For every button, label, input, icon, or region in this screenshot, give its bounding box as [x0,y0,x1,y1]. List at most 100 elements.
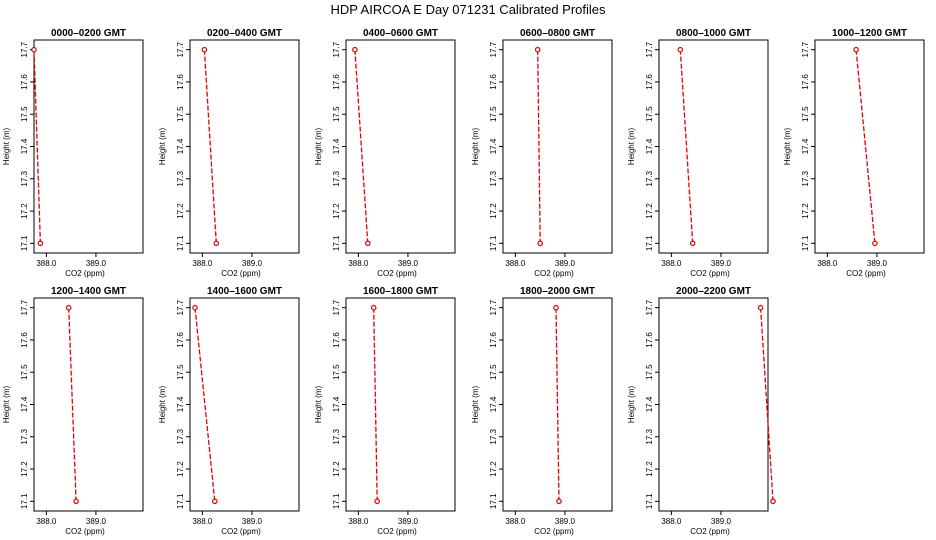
data-point [192,304,198,311]
x-tick-label: 388.0 [192,517,213,526]
x-tick-label: 389.0 [867,259,888,268]
panel-title: 0600–0800 GMT [520,28,595,39]
y-tick-label: 17.6 [801,74,810,90]
y-tick-label: 17.4 [332,396,341,412]
y-axis-label: Height (m) [2,385,11,423]
y-tick-label: 17.1 [332,493,341,509]
y-tick-label: 17.7 [332,299,341,315]
y-tick-label: 17.6 [645,332,654,348]
x-tick-label: 388.0 [505,517,526,526]
y-tick-label: 17.5 [332,106,341,122]
x-axis-label: CO2 (ppm) [377,269,417,278]
y-tick-label: 17.1 [645,235,654,251]
y-tick-label: 17.1 [489,235,498,251]
figure-title: HDP AIRCOA E Day 071231 Calibrated Profi… [330,2,606,17]
y-tick-label: 17.1 [801,235,810,251]
panel-8: 1600–1800 GMT 17.1 17.2 17.3 17.4 17.5 17.6 17.… [314,286,456,536]
y-tick-label: 17.5 [20,106,29,122]
y-tick-label: 17.6 [176,332,185,348]
y-tick-label: 17.6 [176,74,185,90]
y-tick-label: 17.5 [801,106,810,122]
plot-frame [189,297,300,512]
y-tick-label: 17.2 [332,461,341,477]
y-tick-label: 17.3 [645,428,654,444]
y-axis-label: Height (m) [627,127,636,165]
y-tick-label: 17.7 [20,299,29,315]
y-axis-label: Height (m) [471,385,480,423]
y-tick-label: 17.1 [332,235,341,251]
data-point [757,304,764,311]
x-axis-label: CO2 (ppm) [534,527,574,536]
panel-3: 0600–0800 GMT 17.1 17.2 17.3 17.4 17.5 17.6 17.… [471,28,613,278]
profile-line [373,307,378,502]
x-tick-label: 389.0 [86,259,107,268]
y-tick-label: 17.3 [20,428,29,444]
y-tick-label: 17.4 [176,396,185,412]
y-tick-label: 17.1 [176,493,185,509]
data-point [364,240,371,247]
y-tick-label: 17.5 [645,364,654,380]
y-tick-label: 17.2 [20,203,29,219]
y-axis-label: Height (m) [2,127,11,165]
y-tick-label: 17.6 [645,74,654,90]
y-tick-label: 17.2 [176,203,185,219]
y-tick-label: 17.1 [20,493,29,509]
plot-frame [345,39,456,254]
y-axis-label: Height (m) [627,385,636,423]
profile-line [354,49,369,244]
y-tick-label: 17.7 [645,41,654,57]
y-tick-label: 17.5 [176,106,185,122]
panel-7: 1400–1600 GMT 17.1 17.2 17.3 17.4 17.5 17.6 17.… [158,286,300,536]
y-axis-label: Height (m) [471,127,480,165]
y-tick-label: 17.3 [20,170,29,186]
y-tick-label: 17.7 [176,299,185,315]
plot-frame [814,39,925,254]
panel-title: 0200–0400 GMT [207,28,282,39]
panel-title: 1800–2000 GMT [520,286,595,297]
y-tick-label: 17.1 [489,493,498,509]
y-axis-label: Height (m) [158,127,167,165]
y-tick-label: 17.3 [801,170,810,186]
y-tick-label: 17.3 [489,170,498,186]
plot-frame [502,297,613,512]
y-axis-label: Height (m) [158,385,167,423]
data-point [853,46,859,53]
y-tick-label: 17.2 [489,461,498,477]
panel-9: 1800–2000 GMT 17.1 17.2 17.3 17.4 17.5 17.6 17.… [471,286,613,536]
y-tick-label: 17.5 [645,106,654,122]
x-tick-label: 389.0 [398,517,419,526]
y-tick-label: 17.5 [176,364,185,380]
y-tick-label: 17.7 [176,41,185,57]
y-tick-label: 17.4 [332,138,341,154]
panel-title: 2000–2200 GMT [676,286,751,297]
x-tick-label: 388.0 [505,259,526,268]
data-point [213,240,220,247]
y-tick-label: 17.4 [489,396,498,412]
x-tick-label: 388.0 [661,517,682,526]
x-tick-label: 388.0 [661,259,682,268]
x-axis-label: CO2 (ppm) [690,269,730,278]
panel-title: 1200–1400 GMT [51,286,126,297]
y-tick-label: 17.2 [20,461,29,477]
y-tick-label: 17.3 [332,170,341,186]
data-point [553,304,559,311]
plot-frame [502,39,613,254]
data-point [37,240,44,247]
x-tick-label: 389.0 [242,517,263,526]
profile-line [555,307,560,502]
y-tick-label: 17.7 [489,41,498,57]
x-axis-label: CO2 (ppm) [534,269,574,278]
panel-6: 1200–1400 GMT 17.1 17.2 17.3 17.4 17.5 17.6 17.… [2,286,144,536]
y-tick-label: 17.4 [176,138,185,154]
y-tick-label: 17.4 [489,138,498,154]
data-point [872,240,878,247]
y-tick-label: 17.7 [20,41,29,57]
profile-line [679,49,694,244]
data-point [534,46,541,53]
y-tick-label: 17.7 [489,299,498,315]
y-tick-label: 17.2 [645,461,654,477]
y-tick-label: 17.5 [20,364,29,380]
y-tick-label: 17.6 [20,332,29,348]
panel-title: 1400–1600 GMT [207,286,282,297]
